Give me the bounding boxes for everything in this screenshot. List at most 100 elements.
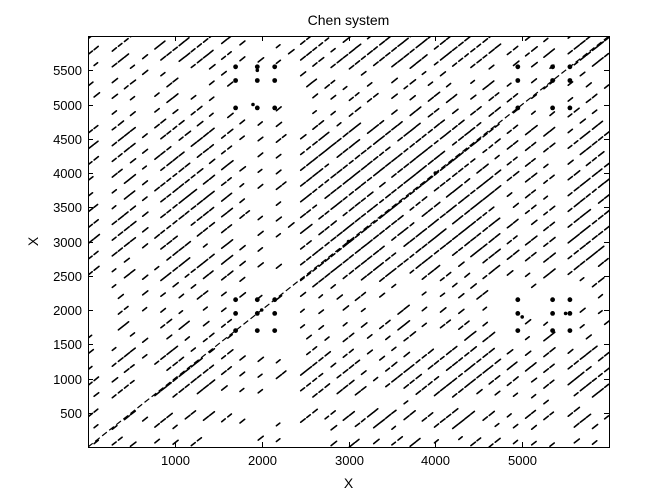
recurrence-segment: [123, 178, 131, 185]
recurrence-segment: [299, 213, 307, 219]
recurrence-segment: [433, 140, 439, 145]
recurrence-segment: [579, 260, 586, 266]
recurrence-segment: [227, 112, 234, 119]
recurrence-segment: [227, 270, 234, 276]
recurrence-segment: [378, 119, 385, 125]
recurrence-segment: [123, 320, 130, 326]
recurrence-segment: [111, 93, 119, 100]
recurrence-segment: [512, 124, 519, 130]
recurrence-segment: [299, 55, 307, 61]
recurrence-segment: [567, 175, 574, 181]
recurrence-segment: [494, 154, 500, 160]
recurrence-segment: [111, 362, 117, 368]
recurrence-segment: [360, 370, 367, 376]
recurrence-segment: [567, 270, 573, 276]
recurrence-segment: [506, 364, 514, 371]
recurrence-segment: [372, 124, 380, 130]
recurrence-segment: [178, 245, 185, 252]
recurrence-segment: [141, 416, 149, 422]
recurrence-segment: [597, 387, 605, 394]
recurrence-segment: [567, 237, 575, 244]
recurrence-segment: [360, 291, 367, 297]
recurrence-segment: [184, 336, 191, 341]
recurrence-segment: [439, 228, 447, 235]
recurrence-segment: [397, 136, 404, 142]
recurrence-segment: [543, 257, 550, 263]
recurrence-segment: [160, 197, 167, 203]
recurrence-segment: [166, 177, 172, 182]
recurrence-segment: [196, 357, 203, 363]
recurrence-segment: [403, 178, 411, 185]
recurrence-segment: [318, 135, 326, 141]
recurrence-segment: [129, 347, 136, 353]
recurrence-segment: [227, 224, 233, 229]
recurrence-segment: [445, 239, 453, 245]
recurrence-segment: [318, 324, 325, 331]
recurrence-segment: [330, 110, 337, 116]
recurrence-segment: [506, 144, 514, 150]
recurrence-segment: [391, 236, 397, 241]
recurrence-segment: [488, 237, 495, 243]
recurrence-segment: [476, 373, 483, 379]
recurrence-cluster: [272, 311, 278, 316]
recurrence-segment: [603, 178, 609, 184]
recurrence-segment: [123, 211, 129, 216]
recurrence-segment: [409, 143, 416, 148]
recurrence-segment: [482, 368, 490, 374]
recurrence-segment: [184, 130, 192, 137]
x-tick-label: 5000: [508, 453, 537, 468]
recurrence-segment: [488, 48, 495, 54]
recurrence-segment: [445, 319, 452, 324]
recurrence-segment: [567, 207, 573, 213]
recurrence-segment: [403, 351, 411, 358]
recurrence-segment: [111, 441, 117, 446]
recurrence-segment: [573, 169, 581, 176]
recurrence-segment: [360, 385, 367, 391]
recurrence-segment: [409, 173, 417, 180]
recurrence-segment: [190, 174, 196, 179]
recurrence-segment: [360, 322, 368, 328]
recurrence-segment: [457, 183, 463, 189]
recurrence-segment: [482, 194, 490, 201]
recurrence-segment: [603, 351, 609, 357]
recurrence-segment: [208, 364, 215, 370]
recurrence-segment: [421, 385, 428, 391]
recurrence-segment: [470, 441, 477, 447]
recurrence-cluster: [254, 297, 260, 303]
recurrence-segment: [409, 363, 415, 369]
recurrence-segment: [196, 136, 203, 143]
recurrence-segment: [123, 131, 131, 137]
recurrence-segment: [111, 141, 118, 147]
recurrence-segment: [220, 243, 228, 250]
recurrence-segment: [324, 272, 331, 278]
recurrence-segment: [433, 154, 441, 161]
recurrence-segment: [372, 170, 380, 177]
recurrence-segment: [482, 416, 489, 422]
recurrence-segment: [220, 196, 228, 202]
recurrence-segment: [220, 70, 227, 76]
recurrence-segment: [579, 354, 587, 361]
recurrence-segment: [123, 194, 131, 200]
recurrence-segment: [117, 120, 125, 126]
recurrence-segment: [579, 181, 587, 187]
recurrence-segment: [427, 269, 435, 276]
recurrence-segment: [482, 258, 489, 264]
recurrence-segment: [585, 145, 592, 151]
recurrence-segment: [397, 183, 404, 189]
recurrence-segment: [312, 124, 319, 130]
y-tick-label: 4500: [53, 132, 82, 147]
y-tick-label: 1000: [53, 372, 82, 387]
recurrence-segment: [597, 136, 604, 141]
recurrence-segment: [129, 126, 136, 132]
recurrence-segment: [488, 111, 495, 117]
recurrence-segment: [409, 379, 415, 385]
recurrence-segment: [470, 36, 473, 37]
recurrence-segment: [178, 214, 185, 220]
recurrence-segment: [196, 58, 203, 64]
recurrence-segment: [166, 97, 174, 104]
recurrence-segment: [220, 323, 226, 328]
recurrence-segment: [196, 43, 203, 48]
recurrence-segment: [506, 223, 514, 229]
recurrence-segment: [451, 141, 458, 146]
